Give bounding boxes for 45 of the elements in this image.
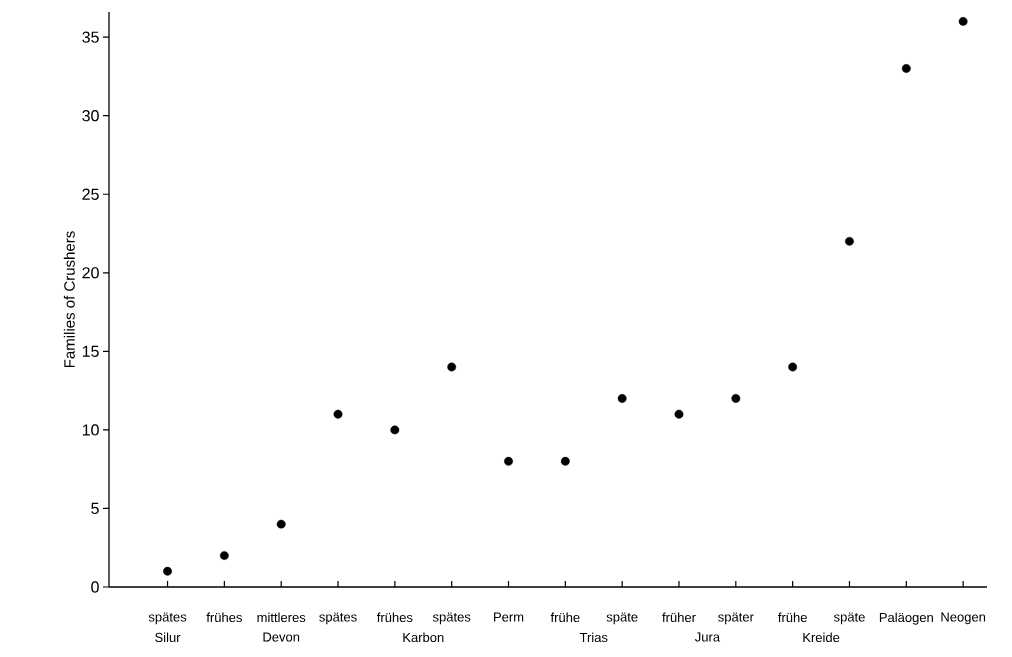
- point: [219, 551, 229, 560]
- point: [731, 394, 741, 403]
- x-tick-label: Neogen: [941, 612, 986, 625]
- y-tick-label: 20: [82, 267, 99, 279]
- point: [447, 362, 457, 372]
- point: [845, 236, 854, 246]
- x-tick-label: frühes: [206, 612, 242, 623]
- point: [333, 409, 343, 419]
- y-tick-label: 25: [82, 188, 99, 200]
- text: Trias: [579, 632, 608, 643]
- y-tick-label: 0: [91, 581, 99, 593]
- point: [504, 456, 513, 466]
- x-tick-label: frühes: [376, 612, 413, 623]
- point: [901, 64, 911, 73]
- text: Devon: [263, 632, 300, 642]
- y-tick-label: 30: [82, 110, 99, 122]
- text: Kreide: [803, 632, 840, 643]
- point: [674, 409, 684, 419]
- x-tick-label: späte: [833, 612, 865, 625]
- y-tick-label: 15: [82, 345, 99, 357]
- y-tick-label: 5: [91, 502, 99, 515]
- y-axis-title: Families of Crushers: [63, 231, 75, 368]
- point: [276, 519, 286, 529]
- text: Silur: [155, 632, 181, 643]
- y-tick-label: 10: [82, 424, 99, 436]
- point: [788, 362, 798, 372]
- x-tick-label: Perm: [494, 612, 524, 622]
- x-tick-label: früher: [662, 612, 696, 623]
- point: [390, 425, 400, 435]
- point: [163, 566, 172, 576]
- point: [560, 456, 570, 466]
- text: Jura: [694, 632, 721, 642]
- x-tick-label: späte: [606, 612, 638, 625]
- x-tick-label: mittleres: [257, 612, 306, 623]
- x-tick-label: spätes: [148, 612, 187, 625]
- point: [617, 394, 627, 403]
- x-tick-label: spätes: [432, 612, 471, 625]
- x-tick-label: Paläogen: [879, 612, 933, 625]
- point: [958, 17, 968, 26]
- x-tick-label: spätes: [319, 612, 357, 625]
- text: Karbon: [403, 632, 444, 643]
- y-tick-label: 35: [82, 31, 99, 43]
- x-tick-label: frühe: [778, 612, 807, 623]
- x-tick-label: frühe: [550, 612, 580, 623]
- x-tick-label: später: [718, 612, 754, 625]
